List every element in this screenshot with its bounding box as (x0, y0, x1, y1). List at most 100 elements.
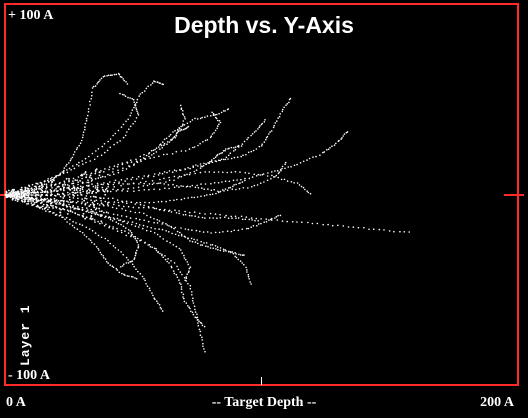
track-point (107, 205, 109, 207)
track-point (343, 133, 346, 135)
track-point (120, 231, 123, 234)
track-point (150, 227, 152, 229)
track-point (98, 207, 100, 210)
track-point (124, 134, 127, 137)
track-point (20, 190, 22, 193)
track-point (304, 188, 306, 191)
track-point (135, 108, 138, 111)
track-point (149, 157, 151, 159)
track-point (138, 224, 141, 226)
track-point (217, 190, 219, 193)
plot-frame (4, 3, 519, 386)
track-point (231, 251, 234, 253)
track-point (76, 179, 78, 181)
track-point (219, 249, 222, 252)
track-point (245, 153, 247, 156)
track-points (4, 72, 411, 353)
track-point (188, 306, 190, 309)
track-point (108, 225, 111, 228)
track-point (122, 253, 124, 256)
track-point (93, 243, 96, 245)
track-point (196, 319, 199, 321)
track-point (191, 294, 193, 296)
track-point (100, 210, 103, 213)
track-point (289, 97, 292, 100)
track-point (216, 127, 218, 130)
track-point (296, 163, 298, 166)
track-point (32, 194, 34, 196)
track-point (161, 310, 164, 312)
track-point (117, 249, 120, 251)
track-point (66, 221, 68, 223)
track-point (67, 191, 69, 194)
track-point (89, 160, 91, 162)
track-point (79, 142, 82, 144)
track-point (20, 193, 23, 196)
track-point (155, 147, 158, 149)
track-point (12, 190, 15, 192)
track-point (180, 107, 183, 109)
track-point (118, 73, 121, 76)
track-point (215, 160, 218, 163)
track-point (136, 249, 138, 252)
track-point (46, 204, 49, 207)
track-point (352, 226, 355, 228)
track-point (166, 141, 169, 143)
track-point (203, 348, 205, 350)
track-point (279, 214, 282, 217)
track-point (185, 277, 188, 280)
track-point (85, 173, 88, 176)
track-point (85, 210, 87, 213)
track-point (218, 153, 221, 155)
track-point (191, 196, 193, 199)
track-point (224, 180, 227, 182)
track-point (28, 197, 30, 199)
track-point (143, 175, 145, 177)
track-point (149, 289, 151, 292)
track-point (135, 268, 137, 271)
track-point (29, 197, 32, 200)
track-point (135, 158, 137, 161)
track-point (58, 174, 61, 176)
track-point (68, 177, 70, 180)
track-point (125, 120, 127, 123)
track-point (222, 248, 225, 251)
track-point (199, 163, 202, 165)
track-point (244, 179, 246, 182)
track-point (132, 206, 135, 209)
track-point (133, 258, 135, 260)
track-point (120, 229, 123, 232)
track-point (122, 123, 125, 126)
track-point (152, 294, 154, 297)
track-point (28, 192, 31, 195)
track-point (27, 197, 29, 199)
track-point (185, 186, 188, 188)
track-point (86, 181, 88, 184)
track-point (139, 218, 141, 221)
track-point (155, 207, 158, 210)
track-point (88, 191, 90, 194)
track-point (78, 161, 80, 164)
track-point (197, 187, 200, 189)
track-point (403, 231, 406, 233)
track-point (182, 110, 184, 112)
track-point (211, 159, 213, 161)
track-point (65, 216, 68, 219)
track-point (192, 302, 195, 304)
track-point (242, 187, 245, 189)
track-point (116, 141, 119, 144)
track-point (41, 187, 44, 189)
track-point (145, 283, 147, 285)
track-point (81, 177, 83, 180)
track-point (59, 172, 62, 175)
track-point (71, 182, 73, 185)
track-point (85, 195, 88, 197)
track-point (203, 325, 206, 328)
track-point (127, 259, 129, 261)
track-point (266, 135, 269, 138)
track-point (211, 244, 214, 246)
track-point (180, 286, 183, 288)
track-point (241, 254, 244, 256)
track-point (116, 217, 119, 220)
track-point (251, 176, 254, 178)
